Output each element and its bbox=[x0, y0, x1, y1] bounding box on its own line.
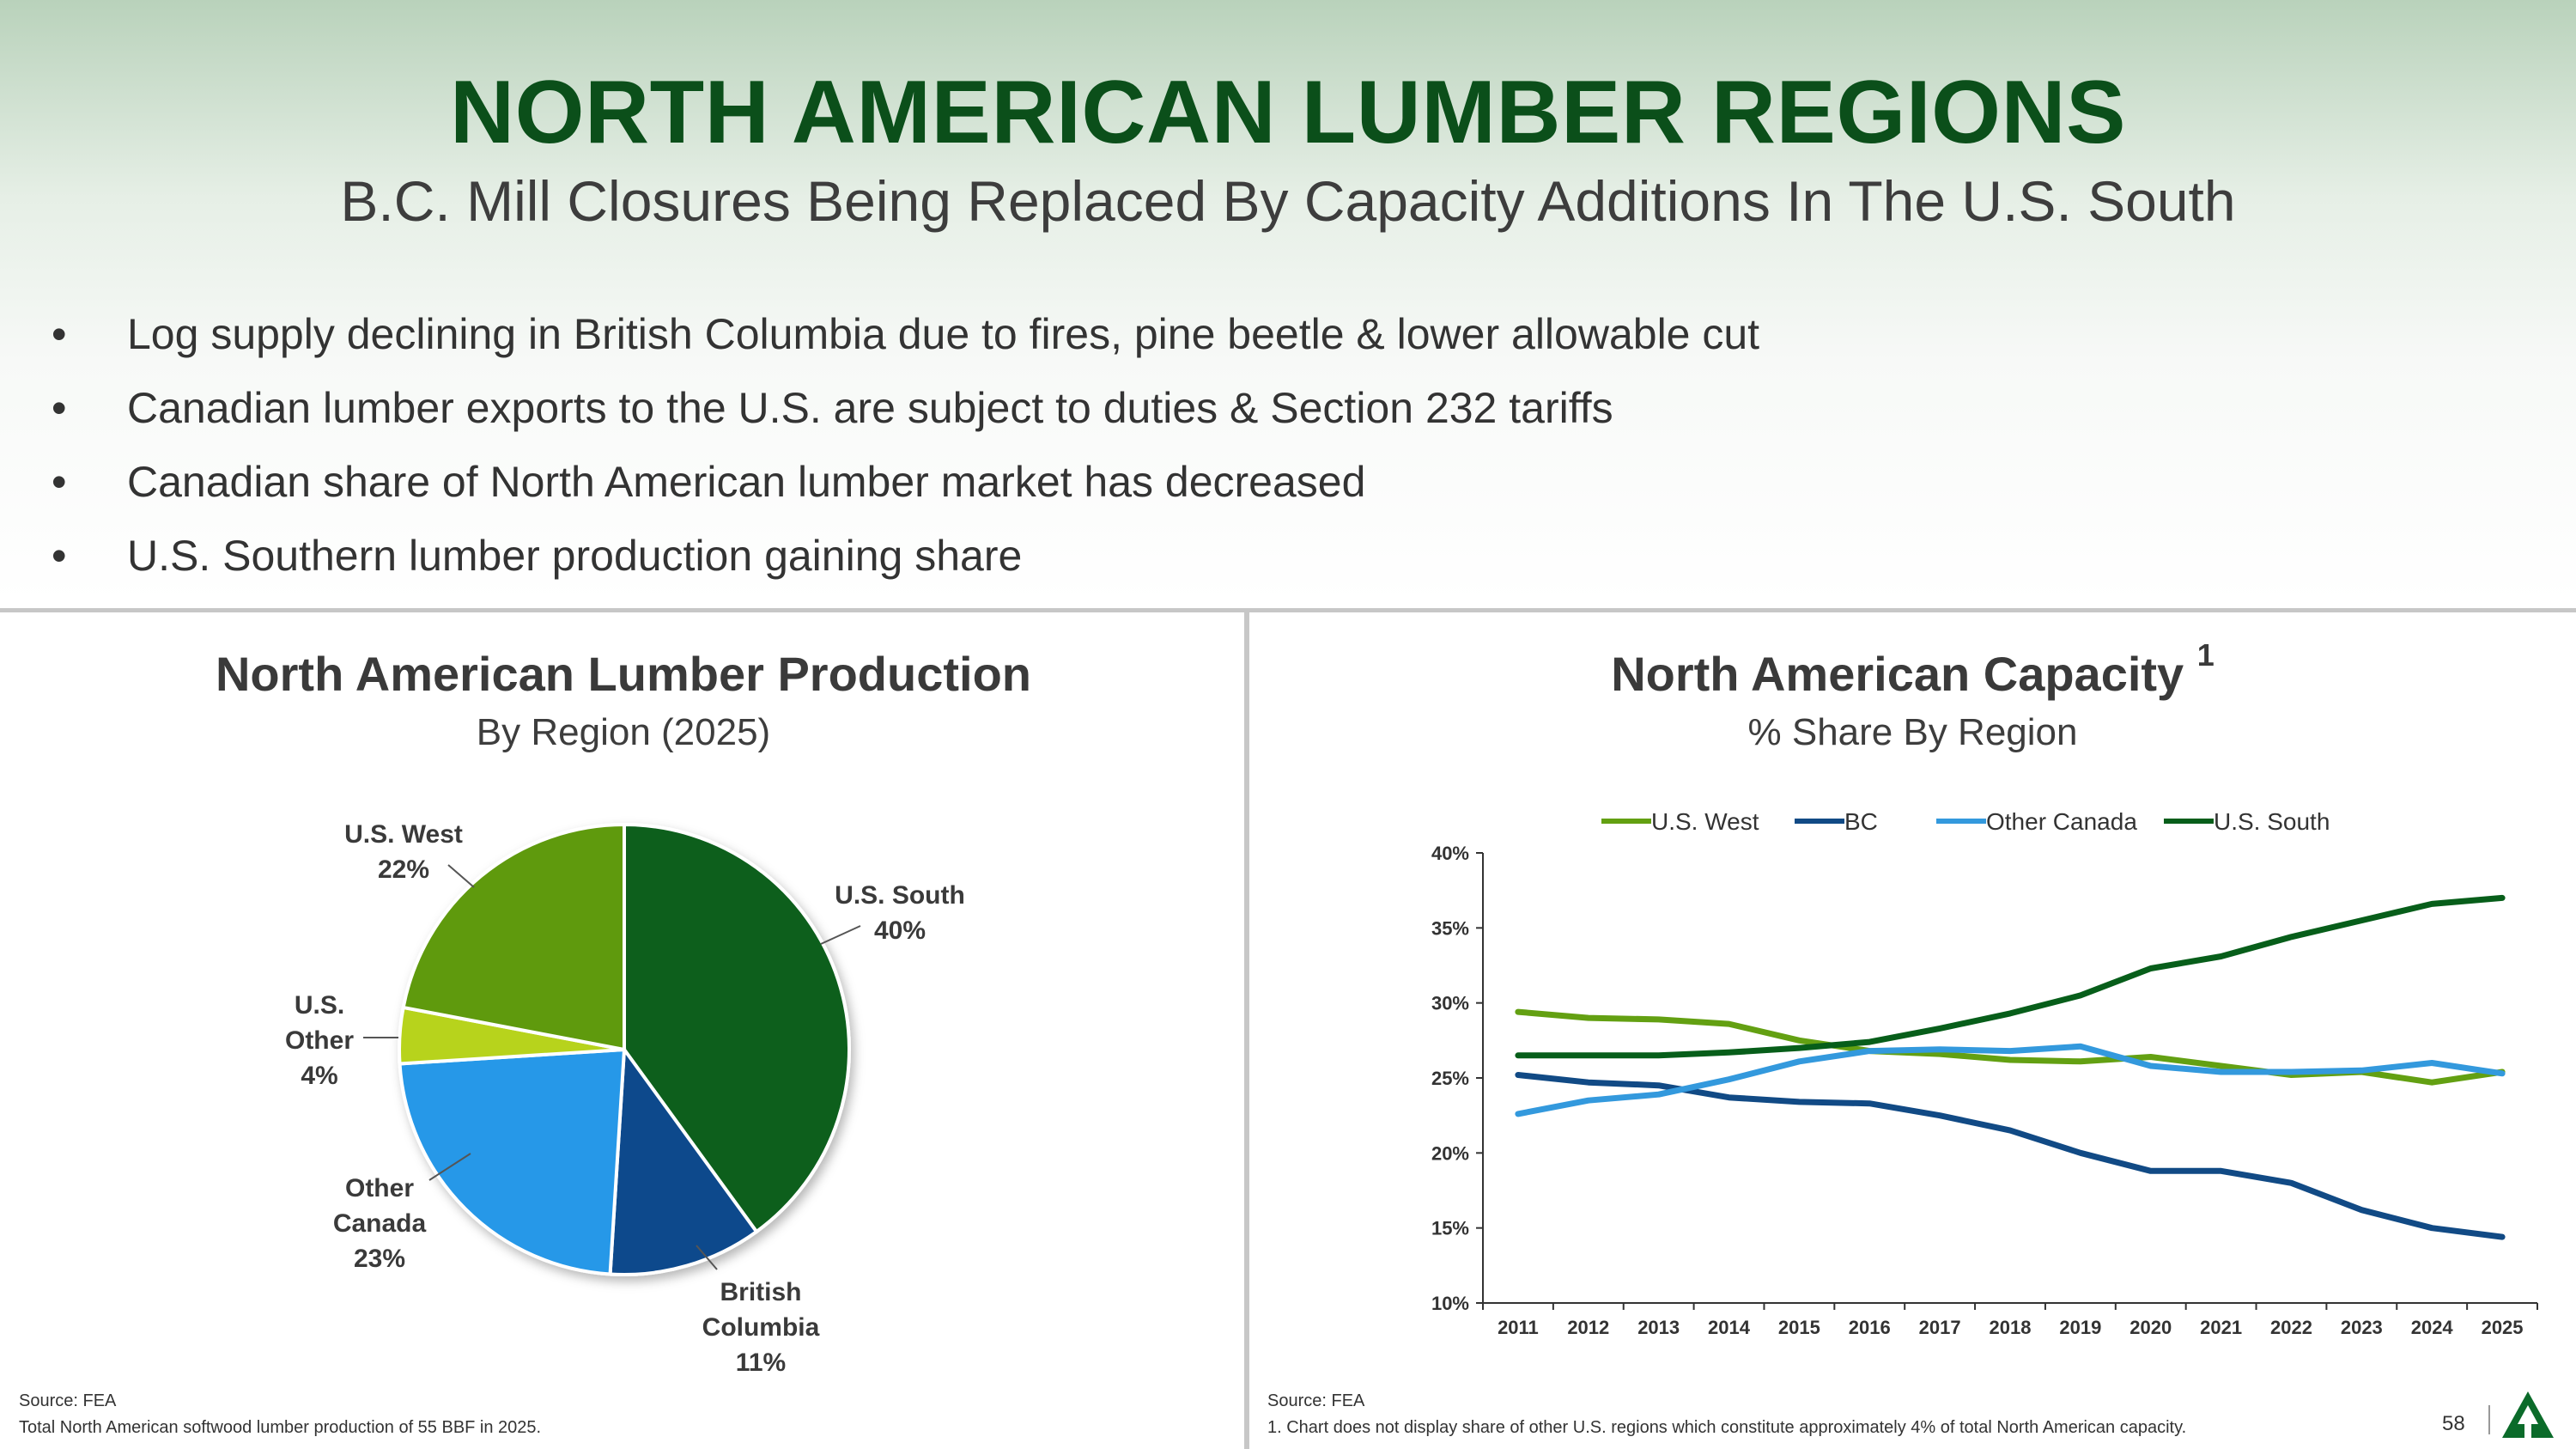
bullet-text: Log supply declining in British Columbia… bbox=[127, 310, 1760, 358]
pie-slice bbox=[608, 1044, 759, 1276]
pie-slice-label: Other bbox=[345, 1174, 414, 1202]
pie-slice-label: U.S. bbox=[295, 991, 344, 1020]
pie-slice-label: Canada bbox=[333, 1209, 427, 1238]
pie-leader-line bbox=[820, 925, 861, 945]
horizontal-divider bbox=[0, 608, 2576, 612]
x-tick-label: 2017 bbox=[1919, 1317, 1961, 1338]
pie-leader-line bbox=[696, 1245, 718, 1270]
bullet-text: U.S. Southern lumber production gaining … bbox=[127, 532, 1023, 580]
x-tick-label: 2013 bbox=[1637, 1317, 1680, 1338]
x-tick-label: 2011 bbox=[1498, 1317, 1539, 1338]
x-tick-label: 2020 bbox=[2129, 1317, 2172, 1338]
source-note-right: Source: FEA bbox=[1267, 1391, 1365, 1410]
line-chart-subtitle: % Share By Region bbox=[1747, 711, 2078, 753]
bullet-text: Canadian lumber exports to the U.S. are … bbox=[127, 384, 1613, 432]
pie-leader-line bbox=[447, 864, 475, 888]
line-chart-title: North American Capacity 1 bbox=[1249, 637, 2576, 702]
pie-chart-subtitle: By Region (2025) bbox=[476, 711, 771, 753]
pie-slice-label: U.S. West bbox=[344, 820, 463, 849]
legend-label: U.S. South bbox=[2214, 808, 2330, 835]
bullet-text: Canadian share of North American lumber … bbox=[127, 458, 1366, 506]
source-note-left: Source: FEA bbox=[19, 1391, 117, 1410]
y-tick-label: 35% bbox=[1431, 917, 1469, 939]
footnote-left: Total North American softwood lumber pro… bbox=[19, 1418, 542, 1437]
x-tick-label: 2021 bbox=[2200, 1317, 2242, 1338]
page-number-separator bbox=[2488, 1405, 2490, 1434]
pie-slice-label: 23% bbox=[354, 1245, 405, 1273]
page-subtitle: B.C. Mill Closures Being Replaced By Cap… bbox=[340, 169, 2236, 233]
bullet-list: • Log supply declining in British Columbi… bbox=[48, 297, 1759, 593]
x-tick-label: 2024 bbox=[2411, 1317, 2454, 1338]
legend-label: U.S. West bbox=[1651, 808, 1759, 835]
x-tick-label: 2016 bbox=[1849, 1317, 1891, 1338]
series-line bbox=[1515, 1072, 2506, 1240]
x-tick-label: 2025 bbox=[2482, 1317, 2524, 1338]
pie-slice bbox=[398, 1047, 627, 1276]
x-tick-label: 2014 bbox=[1708, 1317, 1751, 1338]
x-tick-label: 2018 bbox=[1990, 1317, 2032, 1338]
pie-chart: U.S. South 40% British Columbia 11% Other Cana… bbox=[285, 820, 965, 1377]
y-tick-label: 30% bbox=[1431, 993, 1469, 1014]
pie-chart-title: North American Lumber Production bbox=[215, 647, 1031, 701]
bullet-dot: • bbox=[52, 384, 67, 432]
x-tick-label: 2012 bbox=[1567, 1317, 1609, 1338]
y-tick-label: 15% bbox=[1431, 1218, 1469, 1239]
bullet-item: • Canadian lumber exports to the U.S. are… bbox=[48, 371, 1759, 445]
vertical-divider bbox=[1244, 612, 1249, 1449]
pie-labels: U.S. South 40% British Columbia 11% Other Cana… bbox=[285, 820, 965, 1377]
x-tick-label: 2023 bbox=[2341, 1317, 2383, 1338]
pie-slice-label: Other bbox=[285, 1026, 354, 1055]
y-tick-label: 25% bbox=[1431, 1068, 1469, 1089]
pie-slice-label: British bbox=[720, 1278, 801, 1306]
pie-slice-label: 40% bbox=[874, 916, 926, 945]
pie-slice-label: U.S. South bbox=[835, 881, 965, 910]
x-tick-label: 2022 bbox=[2270, 1317, 2312, 1338]
bullet-item: • Log supply declining in British Columbi… bbox=[48, 297, 1759, 371]
company-logo-icon bbox=[2502, 1391, 2554, 1438]
pie-slice bbox=[623, 822, 851, 1234]
bullet-item: • U.S. Southern lumber production gaining… bbox=[48, 519, 1759, 593]
pie-slice-label: Columbia bbox=[702, 1313, 820, 1342]
series-line bbox=[1515, 894, 2506, 1059]
legend-label: BC bbox=[1844, 808, 1878, 835]
legend-label: Other Canada bbox=[1986, 808, 2137, 835]
y-tick-label: 40% bbox=[1431, 843, 1469, 864]
pie-slice bbox=[401, 822, 626, 1052]
y-tick-label: 20% bbox=[1431, 1142, 1469, 1164]
series-line bbox=[1515, 1043, 2506, 1117]
bullet-dot: • bbox=[52, 310, 67, 358]
pie-slices bbox=[398, 822, 851, 1276]
y-tick-label: 10% bbox=[1431, 1293, 1469, 1314]
bullet-item: • Canadian share of North American lumber… bbox=[48, 445, 1759, 519]
x-tick-label: 2015 bbox=[1778, 1317, 1820, 1338]
bullet-dot: • bbox=[52, 532, 67, 580]
pie-slice-label: 22% bbox=[378, 855, 429, 884]
page-title: NORTH AMERICAN LUMBER REGIONS bbox=[450, 63, 2126, 162]
line-chart-footnote-marker: 1 bbox=[2196, 637, 2215, 673]
pie-slice-label: 4% bbox=[301, 1062, 337, 1090]
bullet-dot: • bbox=[52, 458, 67, 506]
page-number: 58 bbox=[2442, 1412, 2465, 1435]
line-chart-title-text: North American Capacity bbox=[1611, 647, 2184, 701]
line-chart: 10% 15% 20% 25% 30% 35% 40% 2011 2012 2013 2014 201… bbox=[1431, 808, 2538, 1338]
pie-leader-line bbox=[428, 1153, 471, 1181]
x-tick-label: 2019 bbox=[2059, 1317, 2101, 1338]
footnote-right: 1. Chart does not display share of other… bbox=[1267, 1418, 2187, 1437]
pie-slice-label: 11% bbox=[736, 1349, 786, 1377]
